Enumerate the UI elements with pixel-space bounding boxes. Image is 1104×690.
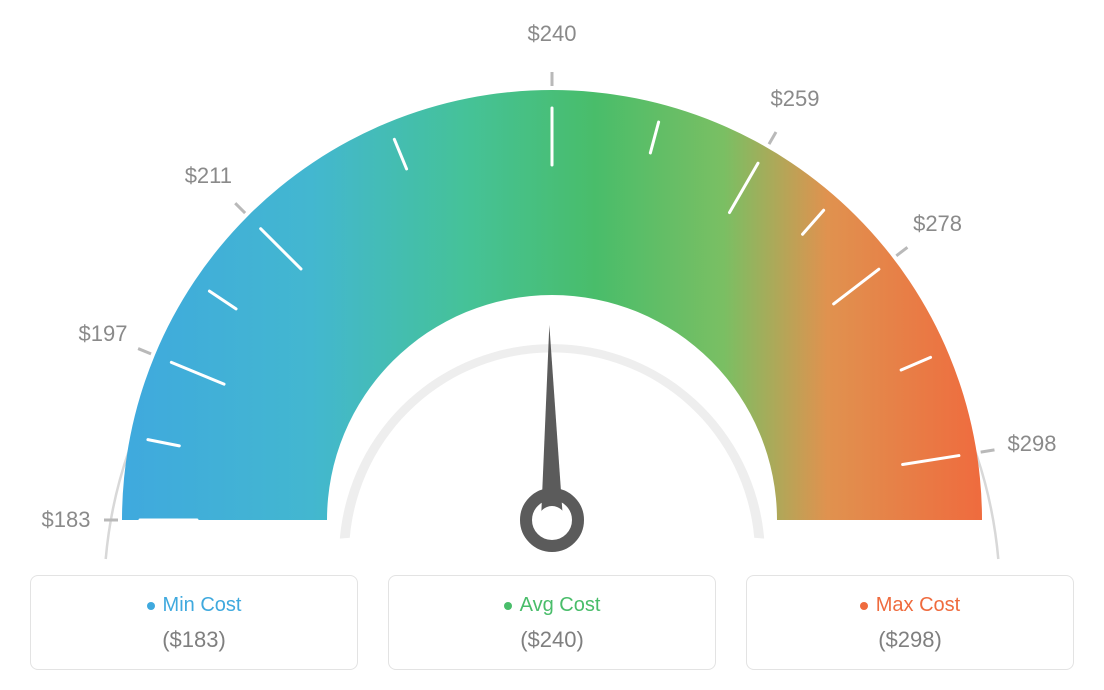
gauge-tick-label: $183 bbox=[42, 507, 91, 533]
gauge-tick-label: $298 bbox=[1008, 431, 1057, 457]
legend-label-avg: Avg Cost bbox=[520, 594, 601, 617]
legend-title-max: Max Cost bbox=[860, 594, 960, 617]
gauge-tick-label: $197 bbox=[79, 321, 128, 347]
legend-card-min: Min Cost ($183) bbox=[30, 575, 358, 670]
legend-dot-min bbox=[147, 602, 155, 610]
cost-gauge: $183 $197 $211 $240 $259 $278 $298 bbox=[0, 0, 1104, 560]
legend-title-min: Min Cost bbox=[147, 594, 242, 617]
legend-dot-max bbox=[860, 602, 868, 610]
legend-card-avg: Avg Cost ($240) bbox=[388, 575, 716, 670]
legend-card-max: Max Cost ($298) bbox=[746, 575, 1074, 670]
legend-row: Min Cost ($183) Avg Cost ($240) Max Cost… bbox=[0, 575, 1104, 670]
legend-label-min: Min Cost bbox=[163, 594, 242, 617]
gauge-svg bbox=[32, 20, 1072, 560]
gauge-tick-label: $211 bbox=[185, 163, 232, 189]
gauge-tick-label: $240 bbox=[528, 21, 577, 47]
legend-label-max: Max Cost bbox=[876, 594, 960, 617]
legend-value-min: ($183) bbox=[41, 627, 347, 653]
legend-value-max: ($298) bbox=[757, 627, 1063, 653]
legend-title-avg: Avg Cost bbox=[504, 594, 601, 617]
gauge-tick-label: $259 bbox=[771, 86, 820, 112]
legend-value-avg: ($240) bbox=[399, 627, 705, 653]
legend-dot-avg bbox=[504, 602, 512, 610]
gauge-tick-label: $278 bbox=[913, 211, 962, 237]
